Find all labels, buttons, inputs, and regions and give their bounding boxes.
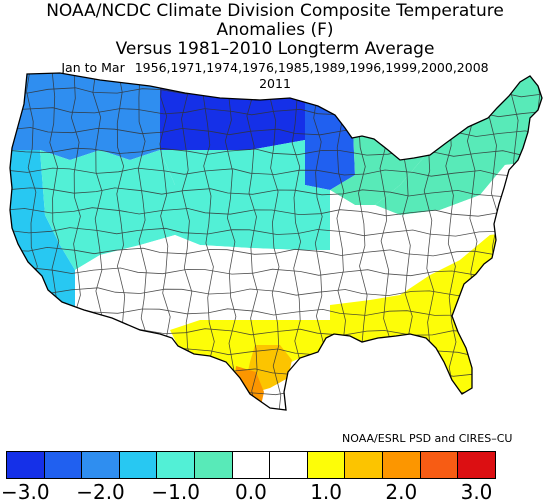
division-boundary [10,207,542,217]
division-boundary [10,167,542,178]
title-line-2: Versus 1981–2010 Longterm Average [115,39,435,59]
division-boundary [267,73,282,410]
division-boundary [10,266,542,277]
legend-tick-label: 2.0 [385,480,418,504]
data-credit: NOAA/ESRL PSD and CIRES–CU [342,432,513,445]
title-line-1: NOAA/NCDC Climate Division Composite Tem… [46,1,504,40]
legend-tick-label: 3.0 [460,480,493,504]
legend-tick-label: −2.0 [76,480,125,504]
legend-swatch [193,451,233,479]
legend-swatch [457,451,496,479]
title-extra-year: 2011 [259,76,291,91]
division-boundary [224,73,237,410]
legend-swatch [269,451,308,479]
legend-swatch [118,451,158,479]
legend-swatch [81,451,120,479]
division-boundary [10,287,542,298]
legend-tick-label: 1.0 [310,480,342,504]
period-label: Jan to Mar [61,60,125,75]
legend-swatch [43,451,83,479]
region-central-plains [160,140,330,250]
division-boundary [246,73,260,410]
legend-swatch [156,451,195,479]
division-boundary [534,73,542,410]
region-great-basin [40,150,175,270]
color-scale-legend [6,451,496,479]
legend-swatch [344,451,383,479]
legend-tick-label: −1.0 [151,480,200,504]
legend-swatch [6,451,45,479]
legend-tick-label: −3.0 [1,480,50,504]
legend-swatch [419,451,459,479]
title-line-3: Jan to Mar 1956,1971,1974,1976,1985,1989,… [0,60,550,76]
color-scale-ticks: −3.0 −2.0 −1.0 0.0 1.0 2.0 3.0 [0,480,550,504]
region-northern-plains [160,73,305,150]
region-northwest [10,73,160,160]
division-boundary [10,227,542,237]
division-boundary [10,187,542,197]
region-southwest [75,235,330,330]
legend-swatch [306,451,346,479]
division-boundary [10,147,542,158]
legend-tick-label: 0.0 [234,480,267,504]
map-title: NOAA/NCDC Climate Division Composite Tem… [0,1,550,92]
division-boundary [10,246,542,257]
division-boundary [10,407,542,410]
legend-swatch [231,451,271,479]
years-list: 1956,1971,1974,1976,1985,1989,1996,1999,… [134,60,489,75]
legend-swatch [381,451,421,479]
region-south-central [170,320,330,378]
